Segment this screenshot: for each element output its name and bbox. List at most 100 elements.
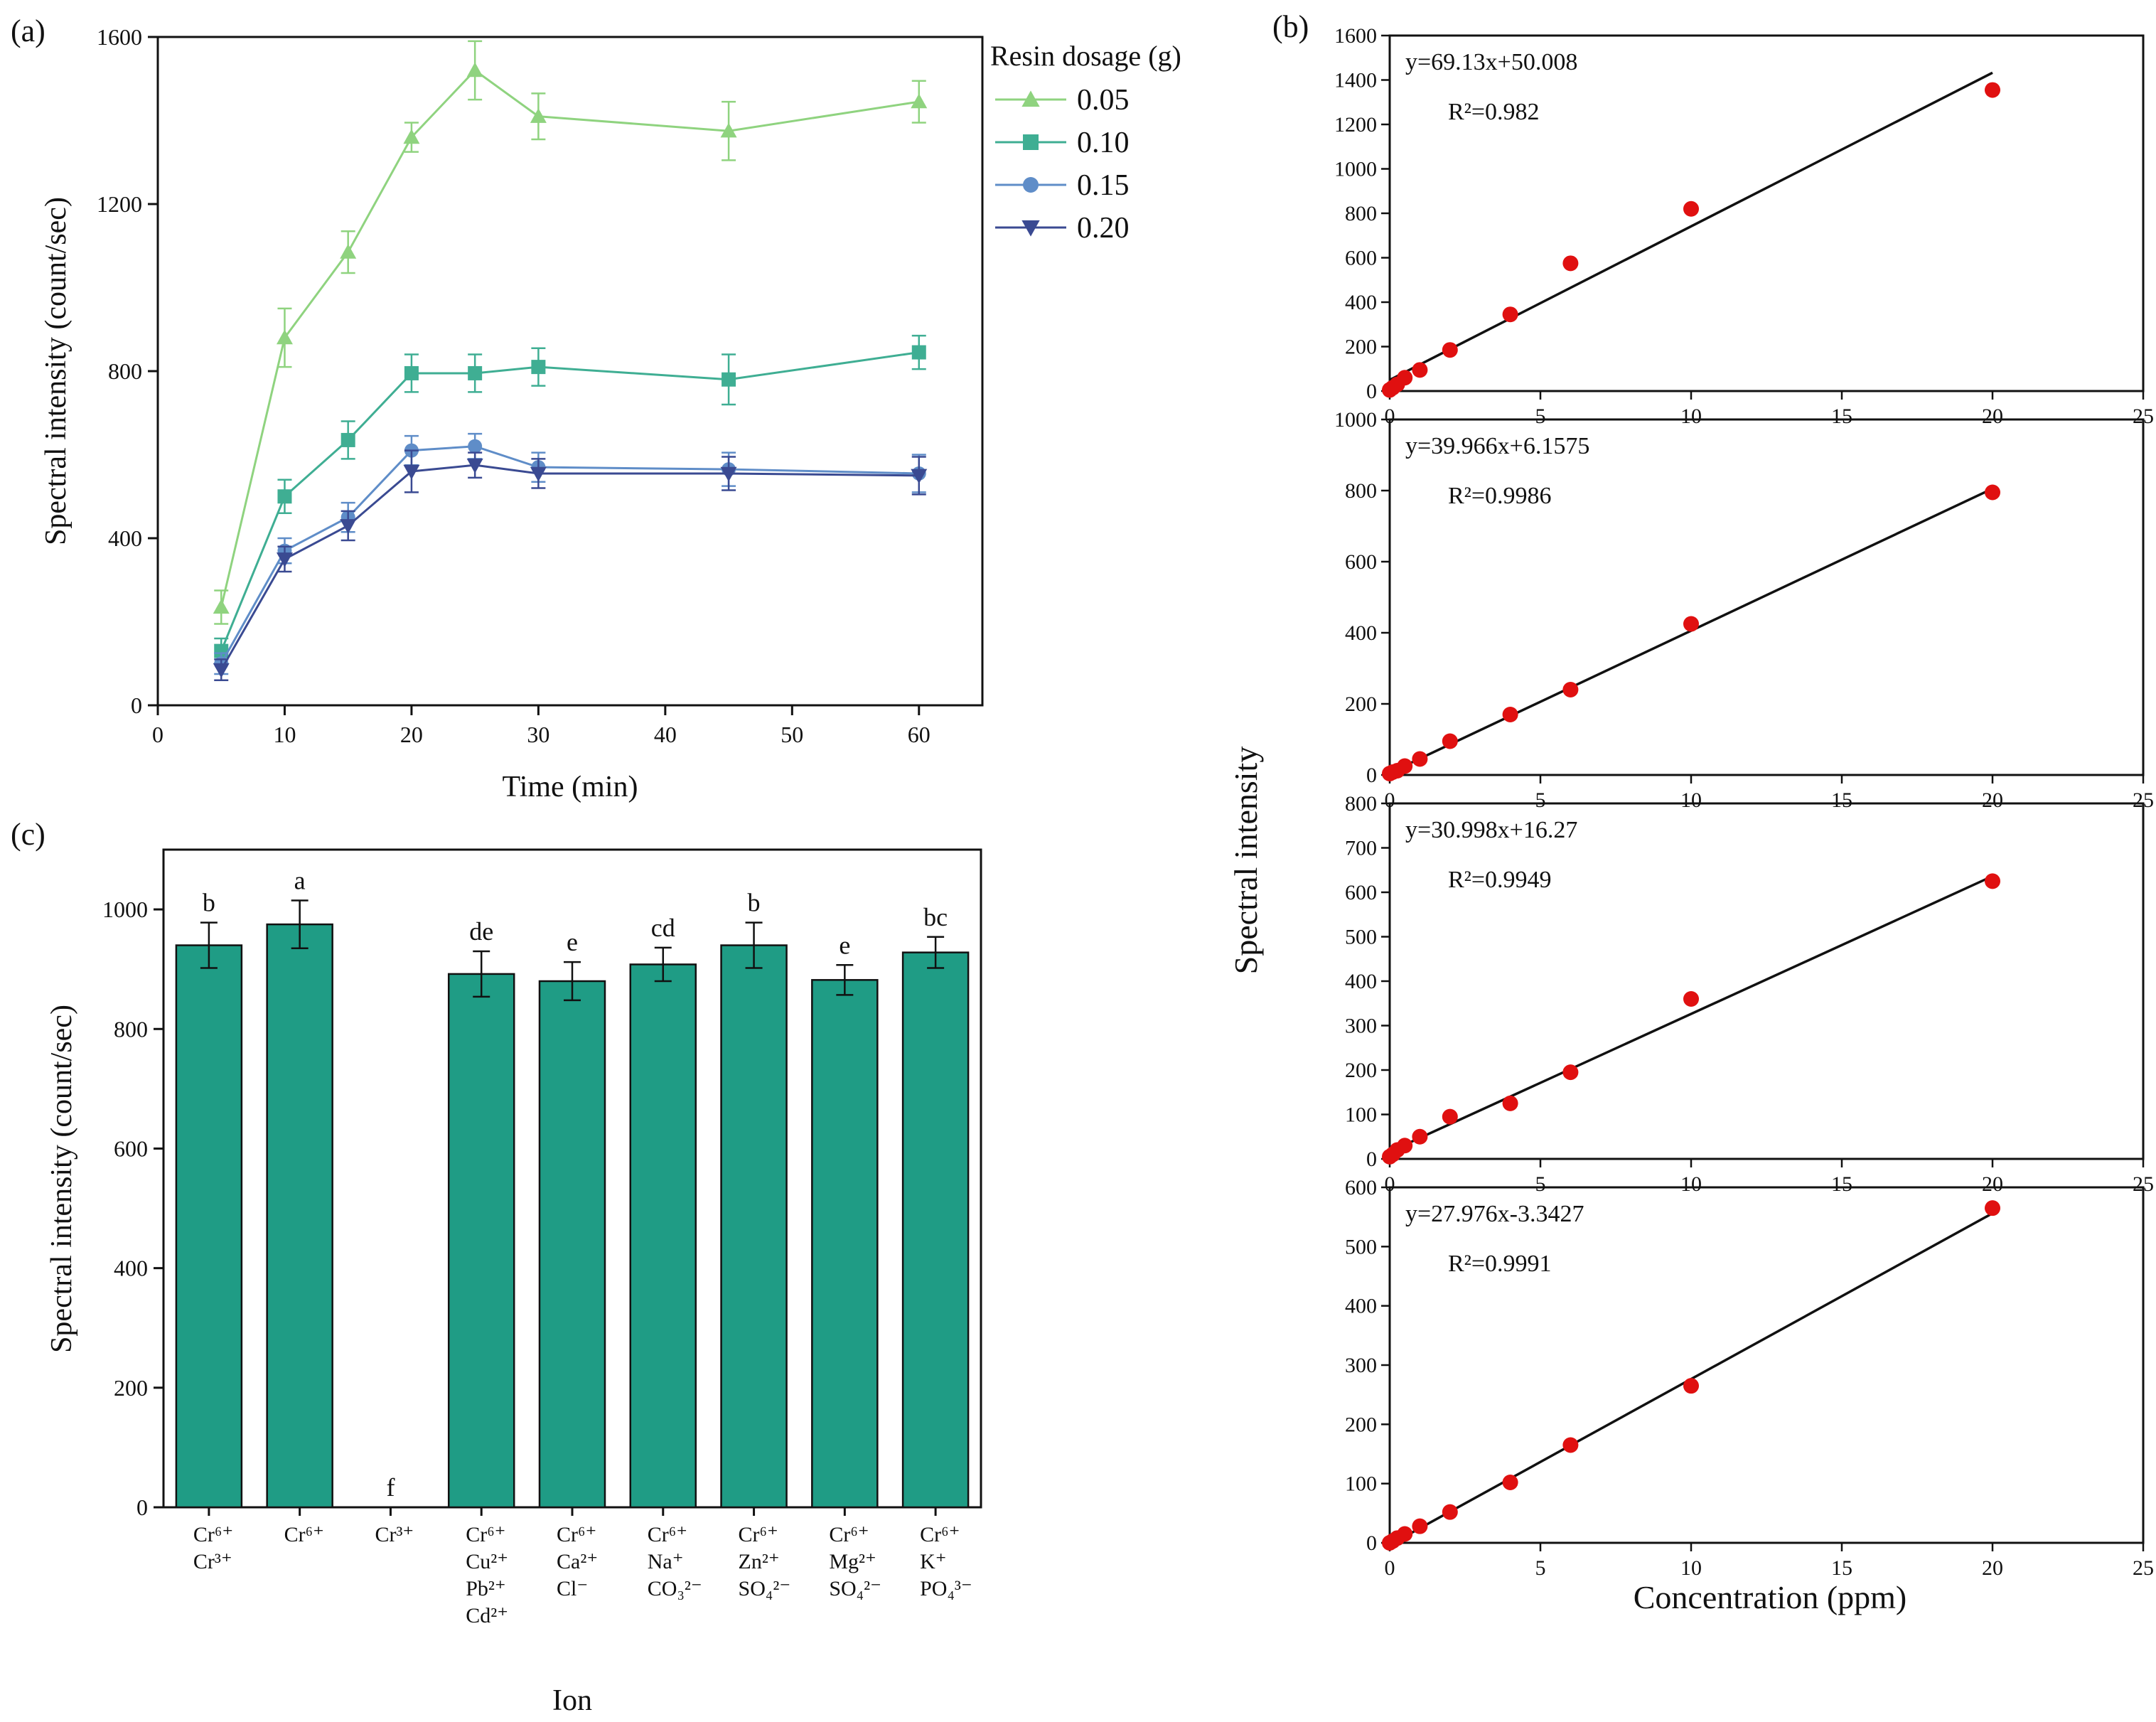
panel-a-legend-marker: [1023, 134, 1039, 150]
panel-c-y-tick-label: 0: [136, 1494, 148, 1520]
panel-c-bar-group: cd Cr⁶⁺ Na⁺ CO₃²⁻: [629, 914, 702, 1600]
panel-b-y-tick-label: 800: [1345, 792, 1377, 815]
panel-a-data-point: [214, 643, 229, 658]
panel-a-data-point: [276, 329, 293, 345]
panel-b-data-point: [1412, 1128, 1428, 1145]
panel-b-x-tick-label: 15: [1831, 788, 1852, 812]
panel-c-category-label: Mg²⁺: [829, 1550, 876, 1573]
panel-a-legend-label: 0.20: [1077, 212, 1130, 245]
panel-a-series-0.15: [214, 432, 926, 675]
panel-b-y-tick-label: 0: [1366, 764, 1377, 787]
panel-b-y-tick-label: 500: [1345, 926, 1377, 949]
panel-b-y-tick-label: 1400: [1334, 69, 1377, 92]
panel-b-r-squared: R²=0.982: [1448, 99, 1540, 125]
panel-a-series-line: [220, 464, 919, 670]
panel-c-category-label: Cu²⁺: [466, 1550, 508, 1573]
panel-a-x-tick-label: 20: [400, 722, 423, 747]
panel-c-bar-group: de Cr⁶⁺ Cu²⁺ Pb²⁺ Cd²⁺: [447, 917, 515, 1627]
panel-c-bar: [447, 973, 515, 1509]
panel-c-group-label: e: [567, 928, 578, 956]
panel-c-category-label: Cr³⁺: [193, 1550, 232, 1573]
panel-b-data-point: [1562, 1437, 1579, 1453]
panel-a-series-line: [220, 445, 919, 664]
panel-a-x-tick-label: 30: [527, 722, 549, 747]
panel-a-series-0.20: [213, 449, 928, 681]
panel-b-y-tick-label: 600: [1345, 247, 1377, 270]
panel-b-data-point: [1985, 1200, 2000, 1216]
panel-c-y-tick-label: 200: [114, 1375, 148, 1401]
panel-a-data-point: [276, 552, 293, 567]
panel-a-data-point: [277, 489, 292, 504]
panel-b-data-point: [1412, 751, 1428, 767]
panel-c-bar: [538, 980, 606, 1509]
panel-a-series-line: [220, 351, 919, 652]
panel-a-y-axis-title: Spectral intensity (count/sec): [40, 197, 73, 545]
panel-b-y-tick-label: 1000: [1334, 158, 1377, 181]
panel-b-x-tick-label: 0: [1385, 1172, 1395, 1196]
panel-b-data-point: [1502, 306, 1518, 323]
panel-b-y-axis-title: Spectral intensity: [1228, 747, 1264, 975]
panel-b-y-tick-label: 600: [1345, 550, 1377, 574]
panel-a-data-point: [911, 345, 926, 360]
panel-c-category-label: Zn²⁺: [739, 1550, 780, 1573]
panel-b-data-point: [1683, 991, 1699, 1007]
panel-a-legend-label: 0.05: [1077, 84, 1130, 117]
panel-c-category-label: Cr⁶⁺: [648, 1523, 687, 1546]
panel-b-plot-frame: [1388, 418, 2145, 776]
panel-c-label: (c): [11, 817, 45, 852]
panel-c-category-label: Cr⁶⁺: [829, 1523, 869, 1546]
panel-a-x-tick-label: 50: [781, 722, 803, 747]
panel-a-series: [213, 40, 928, 681]
panel-c-bar-group: b Cr⁶⁺ Cr³⁺: [175, 889, 243, 1573]
panel-b-data-point: [1397, 1526, 1413, 1542]
panel-a-data-point: [403, 464, 420, 480]
panel-a-y-tick-label: 800: [108, 358, 142, 384]
panel-c-group-label: b: [748, 889, 761, 917]
panel-c-category-label: Cr³⁺: [375, 1523, 414, 1546]
panel-b-plot-frame: [1388, 34, 2145, 392]
panel-a-legend: Resin dosage (g) 0.05 0.10 0.15 0.20: [990, 40, 1181, 245]
panel-a-data-point: [468, 439, 483, 454]
panel-c-bar: [175, 944, 243, 1509]
panel-a-y-tick-label: 400: [108, 525, 142, 551]
panel-b-plot-frame: [1388, 1186, 2145, 1544]
panel-b-data-point: [1683, 1378, 1699, 1394]
panel-a-x-tick-label: 0: [152, 722, 163, 747]
panel-b-y-tick-label: 300: [1345, 1015, 1377, 1038]
panel-c-group-label: de: [469, 917, 493, 946]
panel-a-data-point: [720, 466, 737, 482]
panel-a-x-ticks: 0 10 20 30 40 50 60: [152, 705, 930, 747]
panel-c-bar: [720, 944, 788, 1509]
panel-b-data-point: [1985, 484, 2000, 501]
panel-a-label: (a): [11, 14, 45, 48]
panel-b-y-tick-label: 800: [1345, 479, 1377, 503]
panel-a-data-point: [340, 244, 357, 259]
panel-c-group-label: b: [203, 889, 215, 917]
panel-b-data-point: [1985, 82, 2000, 98]
panel-c-category-label: SO₄²⁻: [829, 1577, 881, 1600]
panel-b-data-point: [1397, 758, 1413, 774]
panel-c-category-label: Cr⁶⁺: [466, 1523, 505, 1546]
panel-c-category-label: Cr⁶⁺: [920, 1523, 960, 1546]
panel-a-x-tick-label: 60: [908, 722, 930, 747]
panel-b-data-point: [1412, 362, 1428, 378]
panel-a-x-tick-label: 40: [654, 722, 677, 747]
panel-a-legend-marker: [1023, 177, 1039, 193]
panel-b-plot-frame: [1388, 802, 2145, 1160]
panel-a-data-point: [340, 519, 357, 534]
panel-b-y-tick-label: 400: [1345, 1295, 1377, 1318]
panel-b-label: (b): [1272, 9, 1309, 44]
panel-c-y-tick-label: 1000: [102, 897, 148, 922]
panel-b-data-point: [1397, 370, 1413, 386]
panel-a-data-point: [468, 365, 483, 380]
panel-b-x-tick-label: 15: [1831, 1556, 1852, 1580]
panel-b-equation: y=69.13x+50.008: [1405, 49, 1577, 75]
panel-b-x-tick-label: 10: [1680, 405, 1702, 428]
panel-c-y-tick-label: 800: [114, 1016, 148, 1042]
panel-a-data-point: [403, 129, 420, 144]
panel-b-data-point: [1683, 616, 1699, 632]
panel-b-data-point: [1562, 1064, 1579, 1081]
panel-b-y-tick-label: 1600: [1334, 24, 1377, 48]
